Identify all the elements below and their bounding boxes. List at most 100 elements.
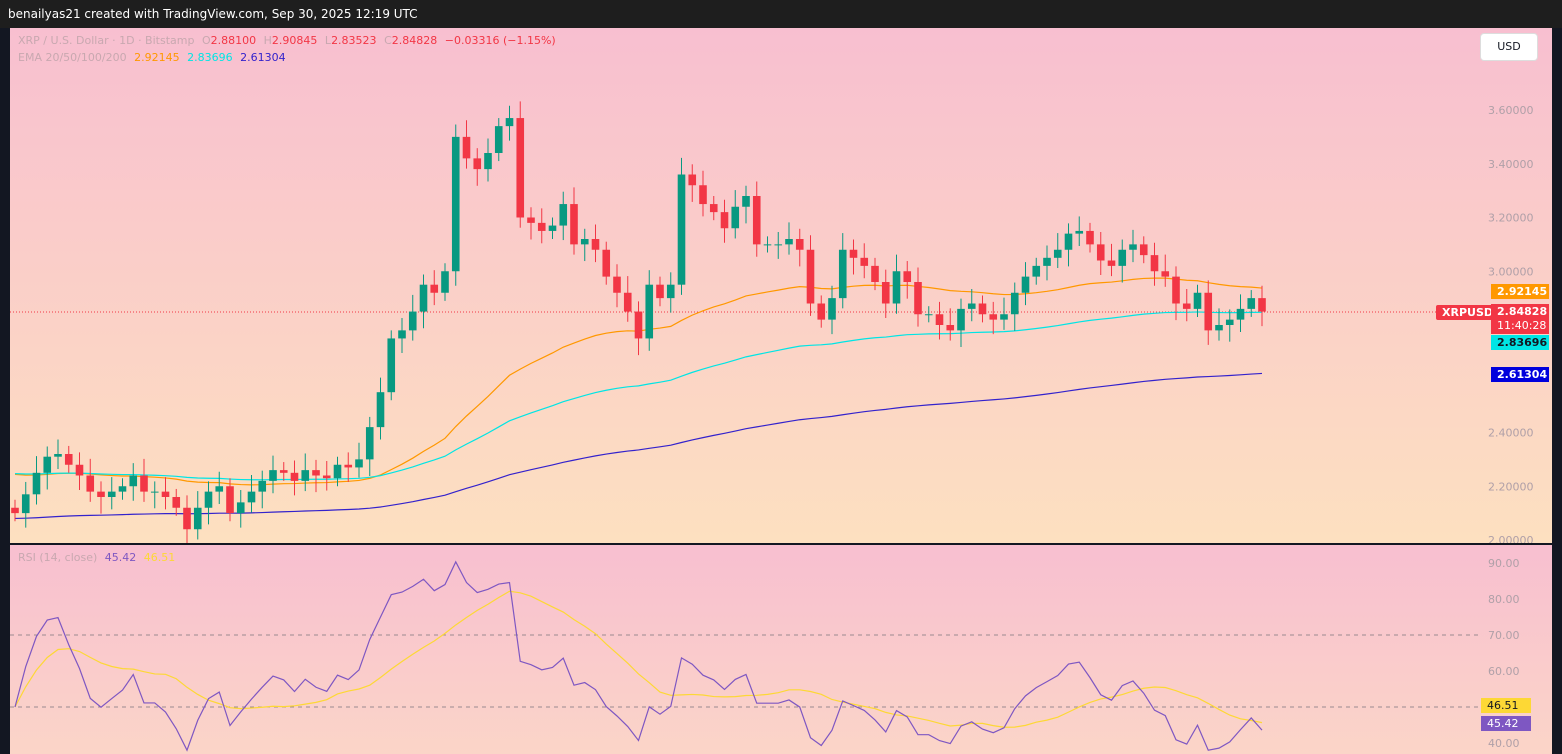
candle-body	[570, 204, 578, 245]
candle-body	[634, 311, 643, 339]
candle-body	[1118, 249, 1127, 266]
candle-body	[720, 212, 729, 229]
candle-body	[1096, 244, 1105, 261]
candle-body	[709, 204, 718, 213]
candle-body	[387, 338, 396, 393]
candle-body	[64, 454, 73, 465]
candle-body	[1172, 276, 1180, 304]
candle-body	[742, 196, 750, 207]
candle-body	[914, 282, 922, 315]
rsi-ma-value: 46.51	[143, 551, 176, 564]
price-chart[interactable]: 3.60000 3.40000 3.20000 3.00000 2.40000 2.200…	[10, 28, 1552, 543]
candle-body	[301, 470, 310, 481]
candle-body	[677, 174, 686, 285]
candle-body	[215, 486, 224, 492]
candle-body	[537, 222, 546, 231]
candle-body	[548, 225, 557, 231]
rsi-label: RSI (14, close)	[18, 551, 98, 564]
candle-body	[505, 118, 514, 127]
candle-body	[763, 244, 772, 246]
symbol-title: XRP / U.S. Dollar · 1D · Bitstamp	[18, 34, 195, 47]
candle-body	[430, 284, 439, 293]
candle-body	[967, 303, 976, 309]
candle-body	[817, 303, 826, 320]
candle-body	[957, 308, 965, 331]
candle-body	[1107, 260, 1116, 266]
candle-body	[129, 475, 138, 487]
candle-body	[344, 464, 353, 468]
ema100-value: 2.83696	[187, 51, 233, 64]
candle-body	[419, 284, 428, 312]
price-tick: 2.00000	[1488, 534, 1534, 543]
candle-body	[21, 494, 30, 514]
candle-body	[946, 325, 955, 331]
ema50-tag: 2.92145	[1491, 284, 1549, 299]
price-pane[interactable]: 3.60000 3.40000 3.20000 3.00000 2.40000 2.200…	[10, 28, 1552, 543]
rsi-legend: RSI (14, close) 45.42 46.51	[18, 551, 179, 564]
candle-body	[1204, 292, 1213, 331]
rsi-chart[interactable]: 90.00 80.00 70.00 60.00 40.00	[10, 545, 1552, 754]
candle-body	[1043, 257, 1051, 266]
candle-body	[838, 249, 847, 299]
candle-body	[1010, 292, 1019, 315]
price-tag: 2.84828 11:40:28	[1491, 304, 1549, 334]
price-tick: 2.20000	[1488, 480, 1534, 493]
candle-body	[1064, 233, 1073, 250]
rsi-ma-tag: 46.51	[1481, 698, 1531, 713]
change-value: −0.03316 (−1.15%)	[444, 34, 556, 47]
candle-body	[54, 454, 62, 457]
symbol-legend: XRP / U.S. Dollar · 1D · Bitstamp O2.881…	[18, 34, 560, 47]
rsi-tick: 60.00	[1488, 665, 1520, 678]
candle-body	[408, 311, 417, 331]
candle-body	[75, 464, 84, 476]
candle-body	[731, 206, 740, 229]
candle-body	[860, 257, 869, 266]
candle-body	[892, 271, 901, 304]
candle-body	[32, 472, 41, 495]
candle-body	[333, 464, 342, 479]
candle-body	[1258, 298, 1266, 312]
ema-label: EMA 20/50/100/200	[18, 51, 127, 64]
candle-body	[312, 470, 320, 476]
close-value: 2.84828	[391, 34, 438, 47]
price-tick: 2.40000	[1488, 427, 1534, 440]
rsi-tick: 40.00	[1488, 737, 1520, 750]
high-value: 2.90845	[271, 34, 318, 47]
rsi-tick: 90.00	[1488, 557, 1520, 570]
ema200-tag: 2.61304	[1491, 367, 1549, 382]
candle-body	[871, 265, 879, 282]
rsi-pane[interactable]: 90.00 80.00 70.00 60.00 40.00 RSI (14, close…	[10, 545, 1552, 754]
candle-body	[43, 456, 52, 473]
candle-body	[355, 459, 363, 468]
candle-body	[1247, 298, 1256, 309]
open-value: 2.88100	[210, 34, 257, 47]
candle-body	[1193, 292, 1202, 309]
candle-body	[602, 249, 611, 277]
candle-body	[236, 502, 245, 514]
candle-body	[473, 158, 482, 170]
candle-body	[204, 491, 213, 508]
currency-button[interactable]: USD	[1480, 33, 1538, 61]
candle-body	[290, 472, 299, 481]
candle-body	[376, 392, 385, 428]
candle-body	[279, 470, 288, 473]
candle-body	[86, 475, 95, 492]
candle-body	[118, 486, 127, 492]
candle-body	[1139, 244, 1148, 256]
rsi-tick: 70.00	[1488, 629, 1520, 642]
candle-body	[11, 507, 19, 514]
price-tick: 3.40000	[1488, 158, 1534, 171]
candle-body	[1086, 230, 1094, 245]
candle-body	[183, 507, 191, 530]
candle-body	[935, 314, 944, 325]
candle-body	[924, 314, 933, 316]
candle-body	[462, 136, 471, 159]
candle-body	[247, 491, 256, 503]
candle-body	[516, 118, 525, 218]
candle-body	[666, 284, 675, 299]
low-value: 2.83523	[331, 34, 377, 47]
rsi-line	[14, 560, 1263, 752]
candle-body	[699, 185, 707, 205]
candle-body	[1032, 265, 1041, 277]
bar-countdown: 11:40:28	[1497, 319, 1547, 332]
